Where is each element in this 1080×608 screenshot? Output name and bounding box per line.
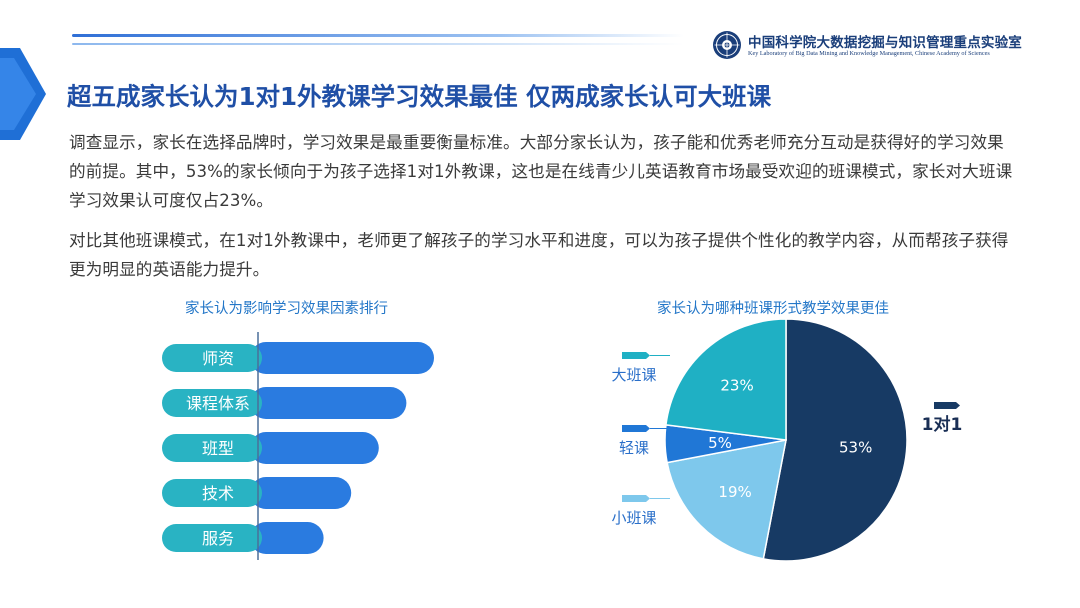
- cas-seal-icon: [713, 31, 741, 59]
- callout-tag-icon: [622, 425, 650, 432]
- bar-category-label: 技术: [202, 484, 234, 503]
- bar-5: [250, 522, 324, 554]
- paragraph-1: 调查显示，家长在选择品牌时，学习效果是最重要衡量标准。大部分家长认为，孩子能和优…: [69, 133, 1013, 210]
- pie-value-label: 23%: [720, 376, 753, 394]
- bar-label-pill: [162, 434, 262, 462]
- pie-value-label: 19%: [718, 483, 751, 501]
- bar-4: [250, 477, 352, 509]
- org-name-cn: 中国科学院大数据挖掘与知识管理重点实验室: [748, 35, 1022, 51]
- pie-value-label: 5%: [708, 434, 732, 452]
- callout-tag-icon: [622, 495, 650, 502]
- bar-chart-title: 家长认为影响学习效果因素排行: [185, 301, 388, 317]
- bar-category-label: 课程体系: [186, 394, 250, 413]
- pie-category-label: 小班课: [611, 509, 656, 527]
- bar-label-pill: [162, 389, 262, 417]
- pie-slice-1: [762, 318, 908, 562]
- bar-category-label: 师资: [202, 349, 234, 368]
- page-title: 超五成家长认为1对1外教课学习效果最佳 仅两成家长认可大班课: [67, 82, 772, 111]
- bar-label-pill: [162, 524, 262, 552]
- header-line-1: [72, 34, 684, 37]
- callout-tag-icon: [622, 352, 650, 359]
- header-line-2: [72, 43, 684, 45]
- pie-slice-4: [665, 318, 787, 441]
- bar-1: [250, 342, 434, 374]
- org-name-en: Key Laboratory of Big Data Mining and Kn…: [748, 50, 990, 57]
- bar-label-pill: [162, 479, 262, 507]
- callout-tag-icon: [934, 402, 960, 409]
- paragraph-2: 对比其他班课模式，在1对1外教课中，老师更了解孩子的学习水平和进度，可以为孩子提…: [69, 231, 1009, 279]
- pie-value-label: 53%: [839, 439, 872, 457]
- bar-2: [250, 387, 407, 419]
- bar-3: [250, 432, 379, 464]
- bar-label-pill: [162, 344, 262, 372]
- arrow-accent-icon: [0, 48, 46, 140]
- bar-category-label: 班型: [202, 439, 234, 458]
- pie-chart-title: 家长认为哪种班课形式教学效果更佳: [657, 301, 889, 317]
- pie-category-label: 轻课: [619, 439, 649, 457]
- pie-category-label: 1对1: [922, 414, 963, 435]
- bar-category-label: 服务: [202, 529, 234, 548]
- org-logo: 中国科学院大数据挖掘与知识管理重点实验室 Key Laboratory of B…: [712, 30, 1042, 64]
- pie-slice-2: [666, 439, 787, 560]
- pie-category-label: 大班课: [611, 366, 656, 384]
- pie-chart: 53% 19% 5% 23% 1对1 小班课 轻课 大班课: [611, 318, 963, 562]
